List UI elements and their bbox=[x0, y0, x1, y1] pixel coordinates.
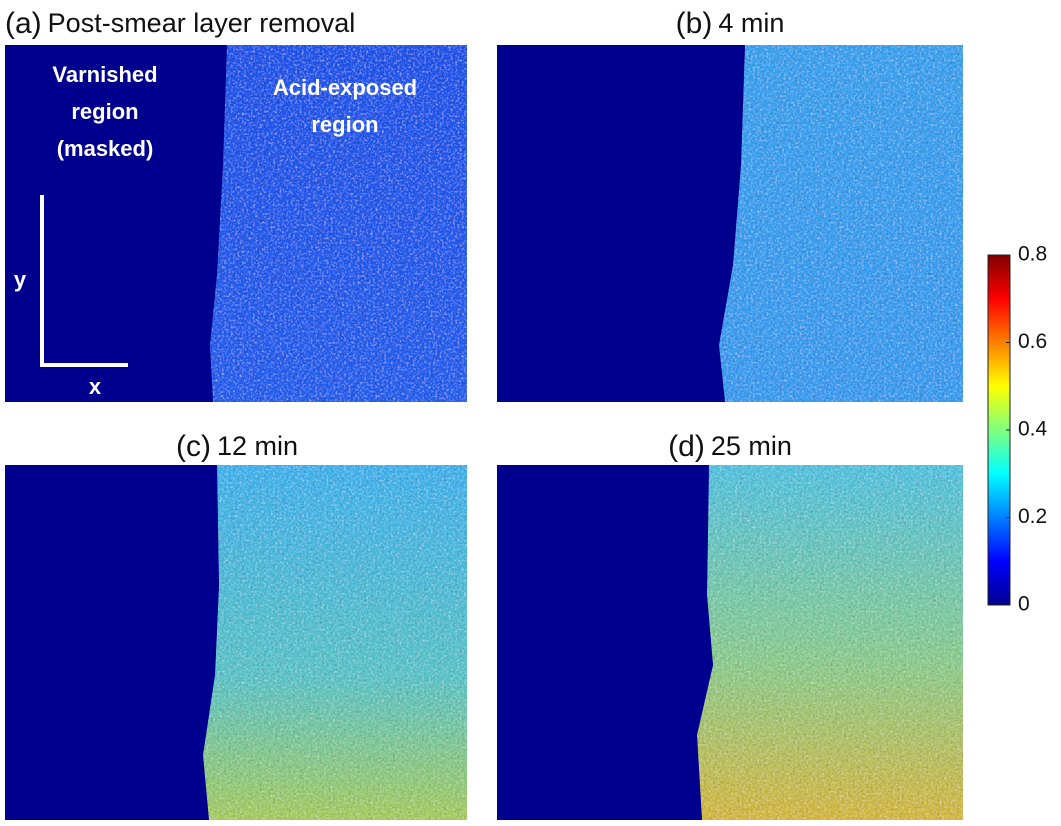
exposed-region bbox=[210, 45, 467, 402]
colorbar-tick-label: 0.2 bbox=[1018, 505, 1047, 528]
axis-label: x bbox=[89, 374, 102, 399]
exposed-region bbox=[697, 465, 963, 820]
colorbar-tick-label: 0.8 bbox=[1018, 243, 1047, 266]
panel-title-text: 4 min bbox=[718, 8, 784, 38]
exposed-region bbox=[203, 465, 467, 820]
annotation: region bbox=[311, 112, 378, 137]
panel-title: (a) Post-smear layer removal bbox=[5, 7, 355, 40]
annotation: Varnished bbox=[52, 62, 157, 87]
panel-title-text: Post-smear layer removal bbox=[48, 8, 356, 38]
panel-title: (d) 25 min bbox=[668, 430, 792, 463]
axis-label: y bbox=[14, 267, 27, 292]
colorbar-tick-label: 0.6 bbox=[1018, 330, 1047, 353]
panel-title-text: 12 min bbox=[217, 431, 298, 461]
panel-title: (c) 12 min bbox=[176, 430, 298, 463]
axis-arrow bbox=[40, 195, 128, 367]
panel-title-text: 25 min bbox=[711, 431, 792, 461]
annotation: region bbox=[71, 99, 138, 124]
annotation: Acid-exposed bbox=[273, 75, 417, 100]
panel-label: (c) bbox=[176, 430, 211, 463]
exposed-region bbox=[719, 45, 963, 402]
panel-label: (b) bbox=[676, 7, 713, 40]
colorbar-tick-label: 0.4 bbox=[1018, 418, 1048, 441]
panel-label: (a) bbox=[5, 7, 42, 40]
panel-label: (d) bbox=[668, 430, 705, 463]
annotation: (masked) bbox=[57, 136, 154, 161]
panel-title: (b) 4 min bbox=[676, 7, 785, 40]
colorbar-tick-label: 0 bbox=[1018, 593, 1030, 616]
